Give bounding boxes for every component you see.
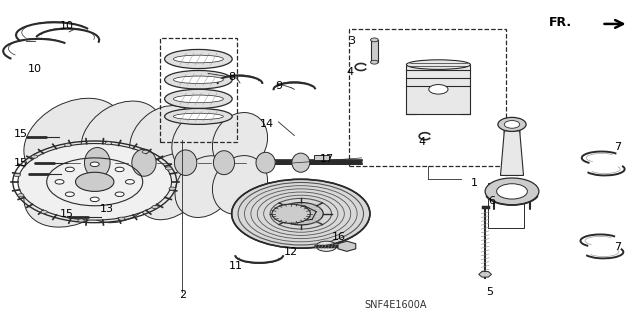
Text: 6: 6 bbox=[488, 196, 495, 206]
Bar bbox=[314, 155, 329, 160]
Text: 8: 8 bbox=[228, 71, 236, 82]
Circle shape bbox=[90, 197, 99, 202]
Text: 15: 15 bbox=[13, 129, 28, 139]
Circle shape bbox=[115, 167, 124, 172]
Ellipse shape bbox=[292, 153, 310, 172]
Circle shape bbox=[105, 142, 111, 145]
Text: 17: 17 bbox=[319, 154, 333, 165]
Ellipse shape bbox=[173, 76, 223, 84]
Text: 11: 11 bbox=[229, 261, 243, 271]
Bar bbox=[160, 38, 237, 142]
Ellipse shape bbox=[81, 101, 162, 173]
Text: SNF4E1600A: SNF4E1600A bbox=[364, 300, 427, 310]
Text: 13: 13 bbox=[100, 204, 114, 214]
Ellipse shape bbox=[212, 156, 268, 214]
Circle shape bbox=[17, 194, 24, 197]
Ellipse shape bbox=[173, 55, 223, 63]
Ellipse shape bbox=[406, 60, 470, 70]
Text: 10: 10 bbox=[28, 63, 42, 74]
Polygon shape bbox=[500, 131, 524, 175]
Circle shape bbox=[55, 180, 64, 184]
Circle shape bbox=[115, 192, 124, 197]
Ellipse shape bbox=[371, 60, 378, 64]
Ellipse shape bbox=[256, 152, 275, 173]
Text: 14: 14 bbox=[260, 119, 274, 130]
Circle shape bbox=[152, 205, 158, 209]
Text: FR.: FR. bbox=[548, 17, 572, 29]
Text: 2: 2 bbox=[179, 290, 186, 300]
Ellipse shape bbox=[173, 113, 223, 120]
Circle shape bbox=[90, 162, 99, 167]
Ellipse shape bbox=[24, 98, 124, 179]
Circle shape bbox=[125, 180, 134, 184]
Circle shape bbox=[18, 144, 172, 220]
Polygon shape bbox=[338, 241, 356, 251]
Ellipse shape bbox=[132, 149, 156, 176]
Bar bbox=[488, 183, 524, 228]
Circle shape bbox=[485, 178, 539, 205]
Text: 9: 9 bbox=[275, 81, 282, 91]
Ellipse shape bbox=[164, 70, 232, 89]
Ellipse shape bbox=[371, 38, 378, 42]
Ellipse shape bbox=[136, 153, 204, 220]
Circle shape bbox=[14, 174, 20, 177]
Ellipse shape bbox=[24, 146, 124, 227]
Ellipse shape bbox=[81, 151, 162, 223]
Text: 4: 4 bbox=[347, 67, 354, 77]
Ellipse shape bbox=[172, 109, 232, 171]
Circle shape bbox=[497, 184, 527, 199]
Text: 10: 10 bbox=[60, 20, 74, 31]
Circle shape bbox=[166, 167, 172, 170]
Ellipse shape bbox=[129, 106, 197, 172]
Circle shape bbox=[232, 179, 370, 248]
Circle shape bbox=[429, 85, 448, 94]
Circle shape bbox=[504, 121, 520, 128]
Ellipse shape bbox=[164, 89, 232, 108]
Circle shape bbox=[272, 204, 310, 223]
Ellipse shape bbox=[174, 150, 197, 175]
Circle shape bbox=[316, 241, 337, 251]
Circle shape bbox=[65, 167, 74, 172]
Circle shape bbox=[278, 203, 323, 225]
Circle shape bbox=[31, 155, 38, 158]
Text: 5: 5 bbox=[486, 287, 493, 297]
Ellipse shape bbox=[212, 113, 268, 171]
Bar bbox=[349, 29, 506, 166]
Circle shape bbox=[118, 217, 125, 220]
Circle shape bbox=[65, 192, 74, 197]
Circle shape bbox=[76, 172, 114, 191]
Text: 4: 4 bbox=[419, 137, 426, 147]
Circle shape bbox=[498, 117, 526, 131]
Ellipse shape bbox=[173, 95, 223, 103]
Ellipse shape bbox=[164, 49, 232, 69]
Text: 7: 7 bbox=[614, 142, 621, 152]
Text: 16: 16 bbox=[332, 232, 346, 242]
Ellipse shape bbox=[164, 108, 232, 124]
Text: 7: 7 bbox=[614, 242, 621, 252]
Polygon shape bbox=[479, 271, 492, 277]
Text: 15: 15 bbox=[13, 158, 28, 168]
Circle shape bbox=[142, 150, 148, 153]
Bar bbox=[371, 40, 378, 62]
Circle shape bbox=[169, 187, 175, 190]
Ellipse shape bbox=[84, 147, 110, 178]
Circle shape bbox=[41, 210, 47, 213]
Ellipse shape bbox=[214, 151, 235, 175]
Text: 12: 12 bbox=[284, 247, 298, 257]
Text: 15: 15 bbox=[60, 209, 74, 219]
Text: 1: 1 bbox=[470, 178, 477, 189]
Bar bbox=[406, 65, 470, 114]
Circle shape bbox=[65, 143, 71, 146]
Ellipse shape bbox=[175, 156, 235, 218]
Text: 3: 3 bbox=[348, 36, 355, 47]
Circle shape bbox=[78, 219, 84, 222]
